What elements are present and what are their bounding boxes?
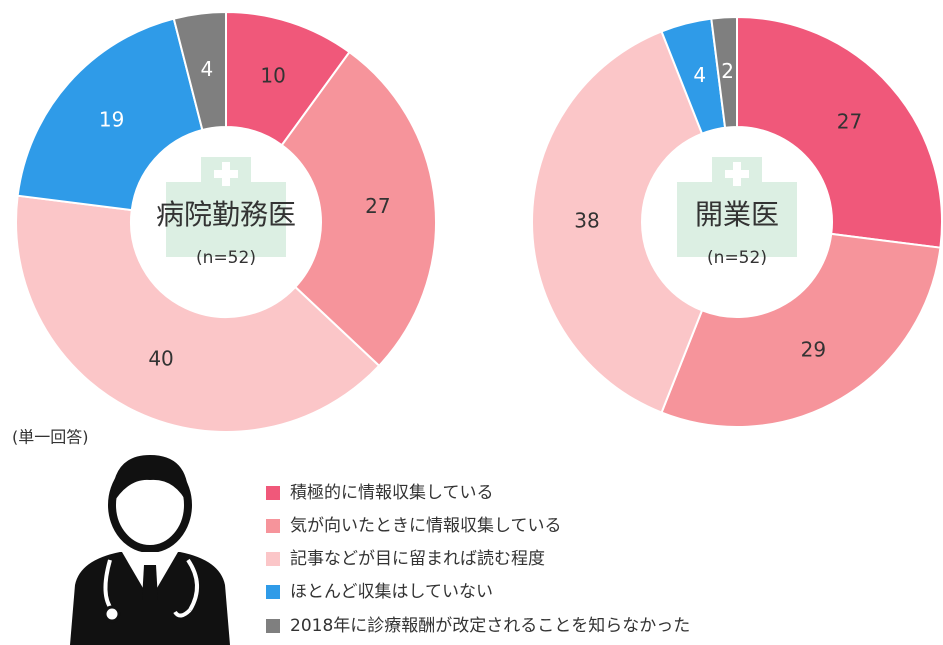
legend: 積極的に情報収集している気が向いたときに情報収集している記事などが目に留まれば読… — [266, 483, 690, 636]
slice-label: 29 — [801, 338, 826, 362]
chart-title: 開業医 — [695, 198, 779, 231]
slice-label: 10 — [260, 63, 285, 87]
slice-label: 4 — [201, 57, 214, 81]
doctor-icon — [70, 455, 230, 645]
slice-label: 4 — [693, 63, 706, 87]
legend-swatch — [266, 486, 280, 500]
legend-label: 積極的に情報収集している — [290, 483, 494, 503]
chart-subtitle: (n=52) — [196, 248, 256, 268]
legend-swatch — [266, 619, 280, 633]
legend-swatch — [266, 519, 280, 533]
note: (単一回答) — [12, 428, 89, 447]
chart-title: 病院勤務医 — [156, 198, 296, 231]
page: (単一回答) 積極的に情報収集している気が向いたときに情報収集している記事などが… — [0, 0, 943, 645]
slice-label: 38 — [574, 209, 599, 233]
center: 開業医 (n=52) — [643, 128, 831, 316]
legend-label: 気が向いたときに情報収集している — [290, 516, 562, 536]
slice-label: 2 — [721, 59, 734, 83]
slice-label: 40 — [148, 346, 173, 370]
legend-label: 2018年に診療報酬が改定されることを知らなかった — [290, 616, 690, 636]
slice-label: 27 — [837, 109, 862, 133]
slice-label: 27 — [365, 194, 390, 218]
legend-label: 記事などが目に留まれば読む程度 — [290, 549, 545, 569]
legend-swatch — [266, 552, 280, 566]
center: 病院勤務医 (n=52) — [132, 128, 320, 316]
slice-label: 19 — [99, 108, 124, 132]
legend-label: ほとんど収集はしていない — [290, 582, 493, 602]
chart-subtitle: (n=52) — [707, 248, 767, 268]
legend-swatch — [266, 585, 280, 599]
